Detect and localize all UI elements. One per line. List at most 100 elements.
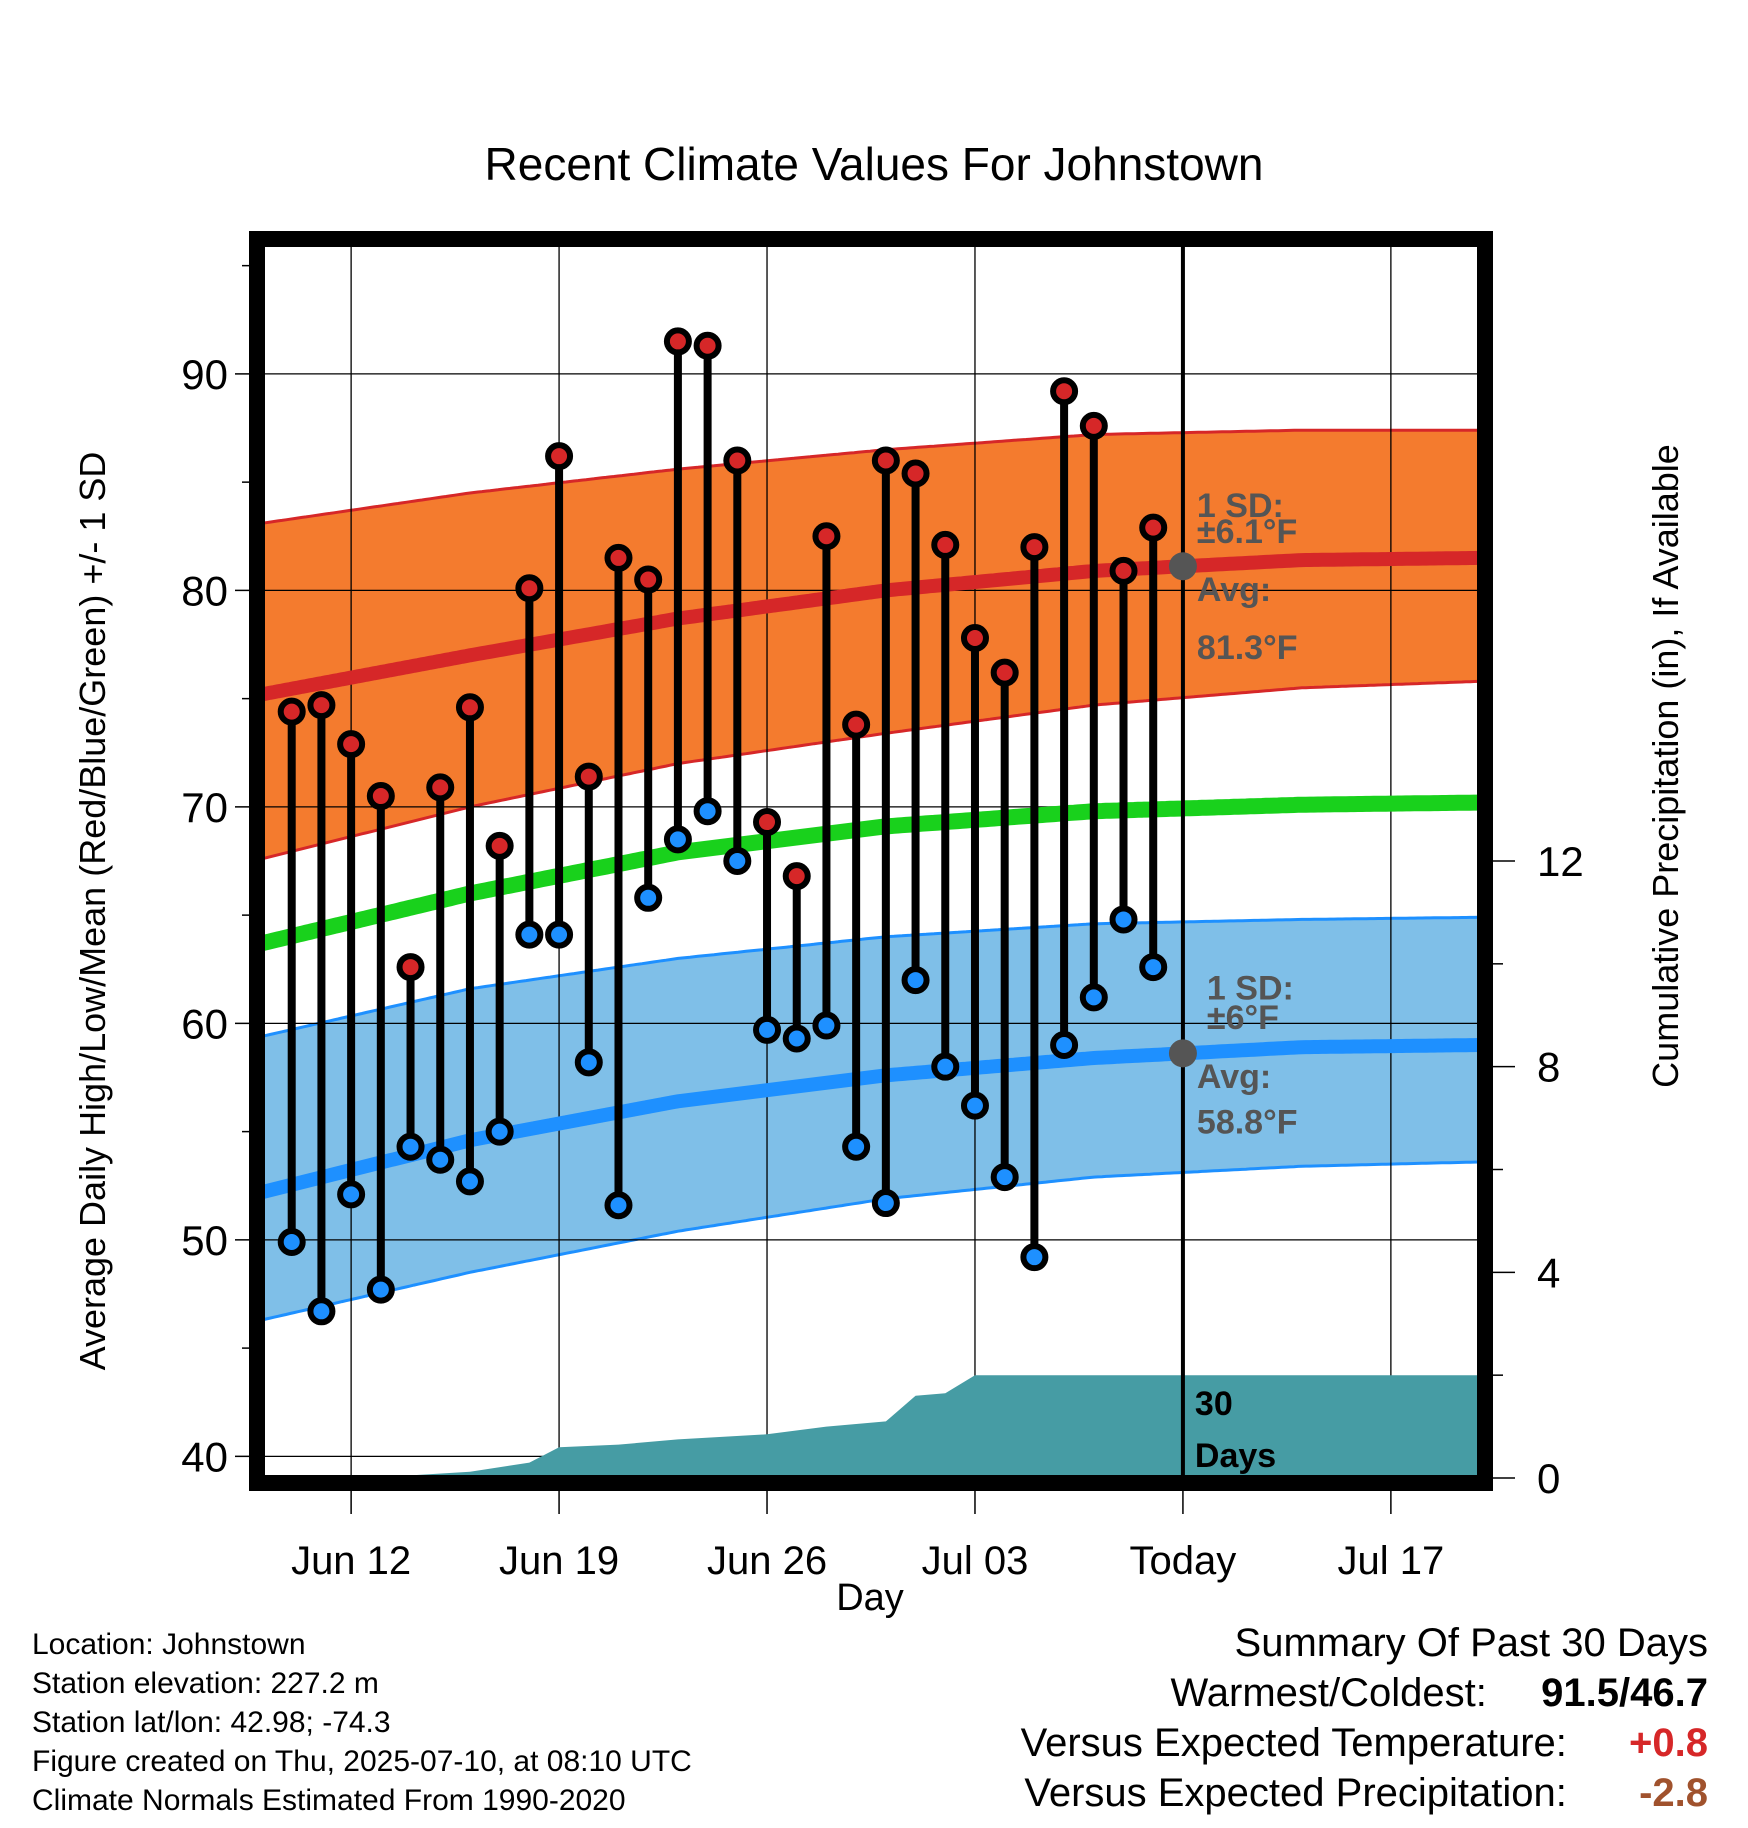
summary-warmest-row: Warmest/Coldest: 91.5/46.7 [1021,1668,1709,1718]
daily-low-point [782,1024,811,1053]
daily-low-point [574,1048,603,1077]
daily-high-point [901,459,930,488]
high-avg-line [262,550,1479,702]
daily-low-point [634,883,663,912]
daily-low-point [337,1180,366,1209]
daily-high-point [1079,411,1108,440]
daily-high-point [663,327,692,356]
plot-frame [249,231,1493,1491]
low-sd-value: ±6°F [1207,999,1279,1037]
y2-tick-label: 12 [1537,838,1584,885]
daily-low-point [426,1145,455,1174]
daily-low-point [545,920,574,949]
x-tick-label: Today [1130,1539,1237,1583]
daily-low-point [753,1015,782,1044]
temp-vs-expected-value: +0.8 [1629,1721,1708,1765]
daily-low-point [1020,1243,1049,1272]
daily-high-point [307,691,336,720]
daily-low-point [515,920,544,949]
daily-low-point [307,1297,336,1326]
precip-vs-expected-value: -2.8 [1639,1771,1708,1815]
low-avg-line [262,1038,1479,1199]
daily-high-point [366,782,395,811]
y2-axis-label: Cumulative Precipitation (in), If Availa… [1645,444,1686,1088]
daily-high-point [604,543,633,572]
daily-high-point [485,831,514,860]
temp-vs-expected-label: Versus Expected Temperature: [1020,1721,1567,1765]
y2-tick-label: 8 [1537,1044,1560,1091]
summary-panel: Summary Of Past 30 Days Warmest/Coldest:… [1021,1618,1708,1818]
daily-high-point [960,624,989,653]
low-sd-lower-line [262,1160,1479,1322]
x-tick-label: Jul 03 [922,1539,1029,1583]
latlon-text: Station lat/lon: 42.98; -74.3 [32,1706,391,1739]
today-low-avg-marker [1168,1039,1197,1068]
precip-vs-expected-label: Versus Expected Precipitation: [1024,1771,1567,1815]
daily-low-point [277,1228,306,1257]
daily-low-point [1109,905,1138,934]
daily-high-point [337,730,366,759]
low-sd-upper-line [262,915,1479,1038]
warmest-label: Warmest/Coldest: [1170,1671,1487,1715]
x-tick-label: Jun 12 [291,1539,411,1583]
daily-high-point [753,808,782,837]
y-axis-label: Average Daily High/Low/Mean (Red/Blue/Gr… [72,452,113,1371]
daily-high-point [871,446,900,475]
daily-low-point [901,966,930,995]
daily-low-point [842,1132,871,1161]
daily-low-point [1079,983,1108,1012]
low-avg-title: Avg: [1197,1058,1271,1096]
x-tick-label: Jul 17 [1338,1539,1445,1583]
daily-high-point [723,446,752,475]
daily-high-point [426,773,455,802]
high-sd-upper-line [262,428,1478,525]
daily-low-point [693,797,722,826]
daily-low-point [604,1191,633,1220]
y2-tick-label: 4 [1537,1249,1560,1296]
high-sd-lower-line [262,679,1479,861]
location-text: Location: Johnstown [32,1628,306,1661]
high-avg-title: Avg: [1197,571,1271,609]
summary-title: Summary Of Past 30 Days [1234,1621,1708,1665]
daily-high-point [1050,377,1079,406]
daily-high-point [931,530,960,559]
daily-high-point [693,331,722,360]
high-sd-value: ±6.1°F [1197,513,1297,551]
daily-high-point [1139,513,1168,542]
daily-high-point [812,522,841,551]
daily-high-point [455,693,484,722]
daily-low-point [990,1163,1019,1192]
precip-label-30: 30 [1195,1385,1233,1423]
x-axis-label: Day [836,1577,904,1619]
daily-high-point [545,442,574,471]
daily-low-point [396,1132,425,1161]
y-tick-label: 40 [181,1433,228,1480]
daily-low-point [455,1167,484,1196]
climate-chart: Recent Climate Values For Johnstown 1 SD… [72,138,1686,1619]
summary-precip-row: Versus Expected Precipitation: -2.8 [1021,1768,1708,1818]
daily-low-point [663,825,692,854]
daily-high-point [634,565,663,594]
daily-low-point [960,1091,989,1120]
x-tick-label: Jun 19 [499,1539,619,1583]
daily-high-point [277,697,306,726]
daily-low-point [1050,1031,1079,1060]
station-info: Location: Johnstown Station elevation: 2… [32,1625,692,1820]
precip-area [262,1375,1480,1478]
today-high-avg-marker [1168,552,1197,581]
daily-low-point [812,1011,841,1040]
summary-temp-row: Versus Expected Temperature: +0.8 [1021,1718,1708,1768]
daily-high-point [1020,533,1049,562]
daily-low-point [931,1052,960,1081]
elevation-text: Station elevation: 227.2 m [32,1667,379,1700]
low-avg-value: 58.8°F [1197,1103,1298,1141]
warmest-value: 91.5/46.7 [1541,1671,1708,1715]
y-tick-label: 60 [181,1000,228,1047]
daily-high-point [990,658,1019,687]
low-sd-band [262,917,1478,1320]
low-sd-title: 1 SD: [1207,970,1294,1008]
daily-low-point [723,847,752,875]
created-text: Figure created on Thu, 2025-07-10, at 08… [32,1745,692,1778]
y2-tick-label: 0 [1537,1455,1560,1502]
